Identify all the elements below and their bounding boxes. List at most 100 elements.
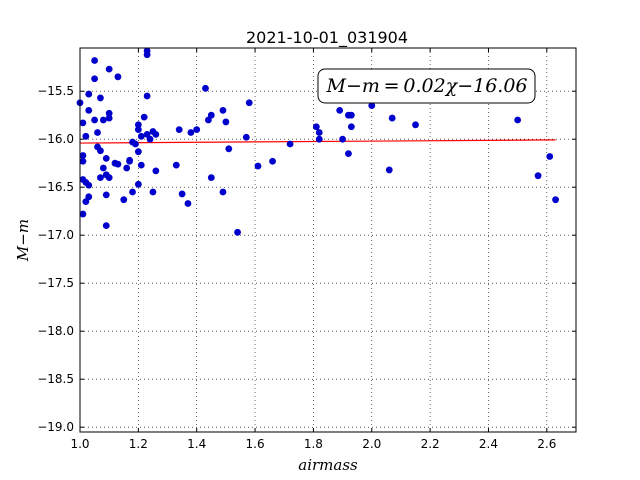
data-point — [91, 116, 98, 124]
data-point — [336, 107, 344, 114]
y-tick-label: −17.0 — [37, 228, 74, 242]
data-point — [120, 196, 128, 204]
data-point — [315, 135, 323, 143]
data-point — [105, 174, 113, 182]
data-point — [97, 174, 104, 182]
x-tick-label: 2.2 — [421, 437, 440, 451]
data-point — [202, 84, 209, 92]
data-point — [187, 129, 195, 136]
data-point — [225, 145, 233, 153]
data-point — [172, 161, 180, 169]
data-point — [79, 157, 87, 165]
fit-annotation-box: M−m = 0.02χ−16.06 — [317, 68, 536, 104]
chart-title: 2021-10-01_031904 — [246, 28, 408, 48]
data-point — [105, 114, 113, 122]
data-point — [102, 191, 110, 199]
data-point — [105, 109, 113, 117]
data-point — [219, 188, 227, 196]
data-point — [143, 51, 151, 59]
data-point — [385, 166, 393, 174]
data-point — [129, 188, 136, 196]
y-axis-label: M−m — [14, 219, 32, 262]
data-point — [368, 102, 376, 109]
data-point — [149, 188, 157, 196]
data-point — [146, 135, 154, 143]
data-point — [91, 75, 98, 83]
x-tick-label: 1.2 — [129, 437, 148, 451]
data-point — [132, 140, 139, 148]
data-point — [140, 113, 148, 121]
data-point — [207, 111, 215, 119]
data-point — [102, 222, 110, 230]
data-point — [99, 116, 107, 124]
y-tick-label: −18.5 — [37, 372, 74, 386]
data-point — [234, 228, 241, 236]
plot-area: 1.0 1.2 1.4 1.6 1.8 2.0 2.2 2.4 2.6 −15.5 −16.0 −16… — [37, 47, 577, 451]
data-point — [219, 107, 227, 114]
data-point — [347, 111, 355, 119]
fit-annotation: M−m = 0.02χ−16.06 — [325, 75, 527, 97]
y-tick-label: −19.0 — [37, 420, 74, 434]
data-point — [345, 150, 352, 158]
x-tick-label: 1.6 — [246, 437, 265, 451]
x-tick-label: 1.8 — [304, 437, 323, 451]
x-tick-label: 1.4 — [187, 437, 206, 451]
data-point — [85, 193, 93, 201]
data-point — [245, 99, 253, 107]
data-point — [312, 123, 320, 131]
data-point — [99, 164, 107, 172]
data-point — [91, 57, 98, 64]
data-point — [546, 153, 554, 160]
data-point — [134, 148, 142, 156]
data-point — [315, 129, 323, 136]
data-point — [286, 140, 294, 148]
x-axis-label: airmass — [298, 456, 358, 474]
data-point — [134, 126, 142, 133]
data-point — [137, 161, 145, 169]
y-tick-label: −16.5 — [37, 180, 74, 194]
data-point — [269, 157, 276, 165]
data-point — [85, 181, 93, 189]
data-point — [134, 121, 142, 129]
data-point — [412, 121, 419, 129]
data-point — [178, 190, 186, 198]
data-point — [114, 160, 122, 168]
data-point — [85, 107, 93, 114]
y-tick-label: −16.0 — [37, 132, 74, 146]
data-point — [137, 132, 145, 140]
data-point — [94, 129, 101, 136]
data-point — [152, 131, 160, 138]
data-point — [222, 118, 230, 126]
data-point — [143, 92, 151, 100]
data-point — [514, 116, 522, 124]
data-point — [114, 73, 122, 81]
data-point — [175, 126, 183, 133]
data-point — [126, 157, 133, 165]
data-point — [123, 164, 131, 172]
data-point — [102, 155, 110, 162]
data-point — [134, 180, 142, 188]
axis-ticks: 1.0 1.2 1.4 1.6 1.8 2.0 2.2 2.4 2.6 −15.5 −16.0 −16… — [37, 48, 576, 451]
data-point — [85, 90, 93, 98]
data-point — [97, 94, 104, 102]
data-point — [79, 119, 87, 127]
data-points — [76, 47, 559, 236]
y-tick-label: −18.0 — [37, 324, 74, 338]
data-point — [347, 123, 355, 131]
data-point — [207, 174, 215, 182]
data-point — [193, 126, 201, 133]
x-tick-label: 1.0 — [70, 437, 89, 451]
data-point — [82, 132, 90, 140]
x-tick-label: 2.0 — [362, 437, 381, 451]
data-point — [552, 196, 559, 204]
data-point — [79, 152, 87, 159]
data-point — [184, 200, 192, 207]
x-tick-label: 2.6 — [537, 437, 556, 451]
data-point — [152, 167, 160, 175]
data-point — [388, 114, 396, 122]
data-point — [534, 172, 542, 180]
data-point — [79, 210, 87, 218]
data-point — [339, 135, 346, 143]
y-tick-label: −15.5 — [37, 84, 74, 98]
